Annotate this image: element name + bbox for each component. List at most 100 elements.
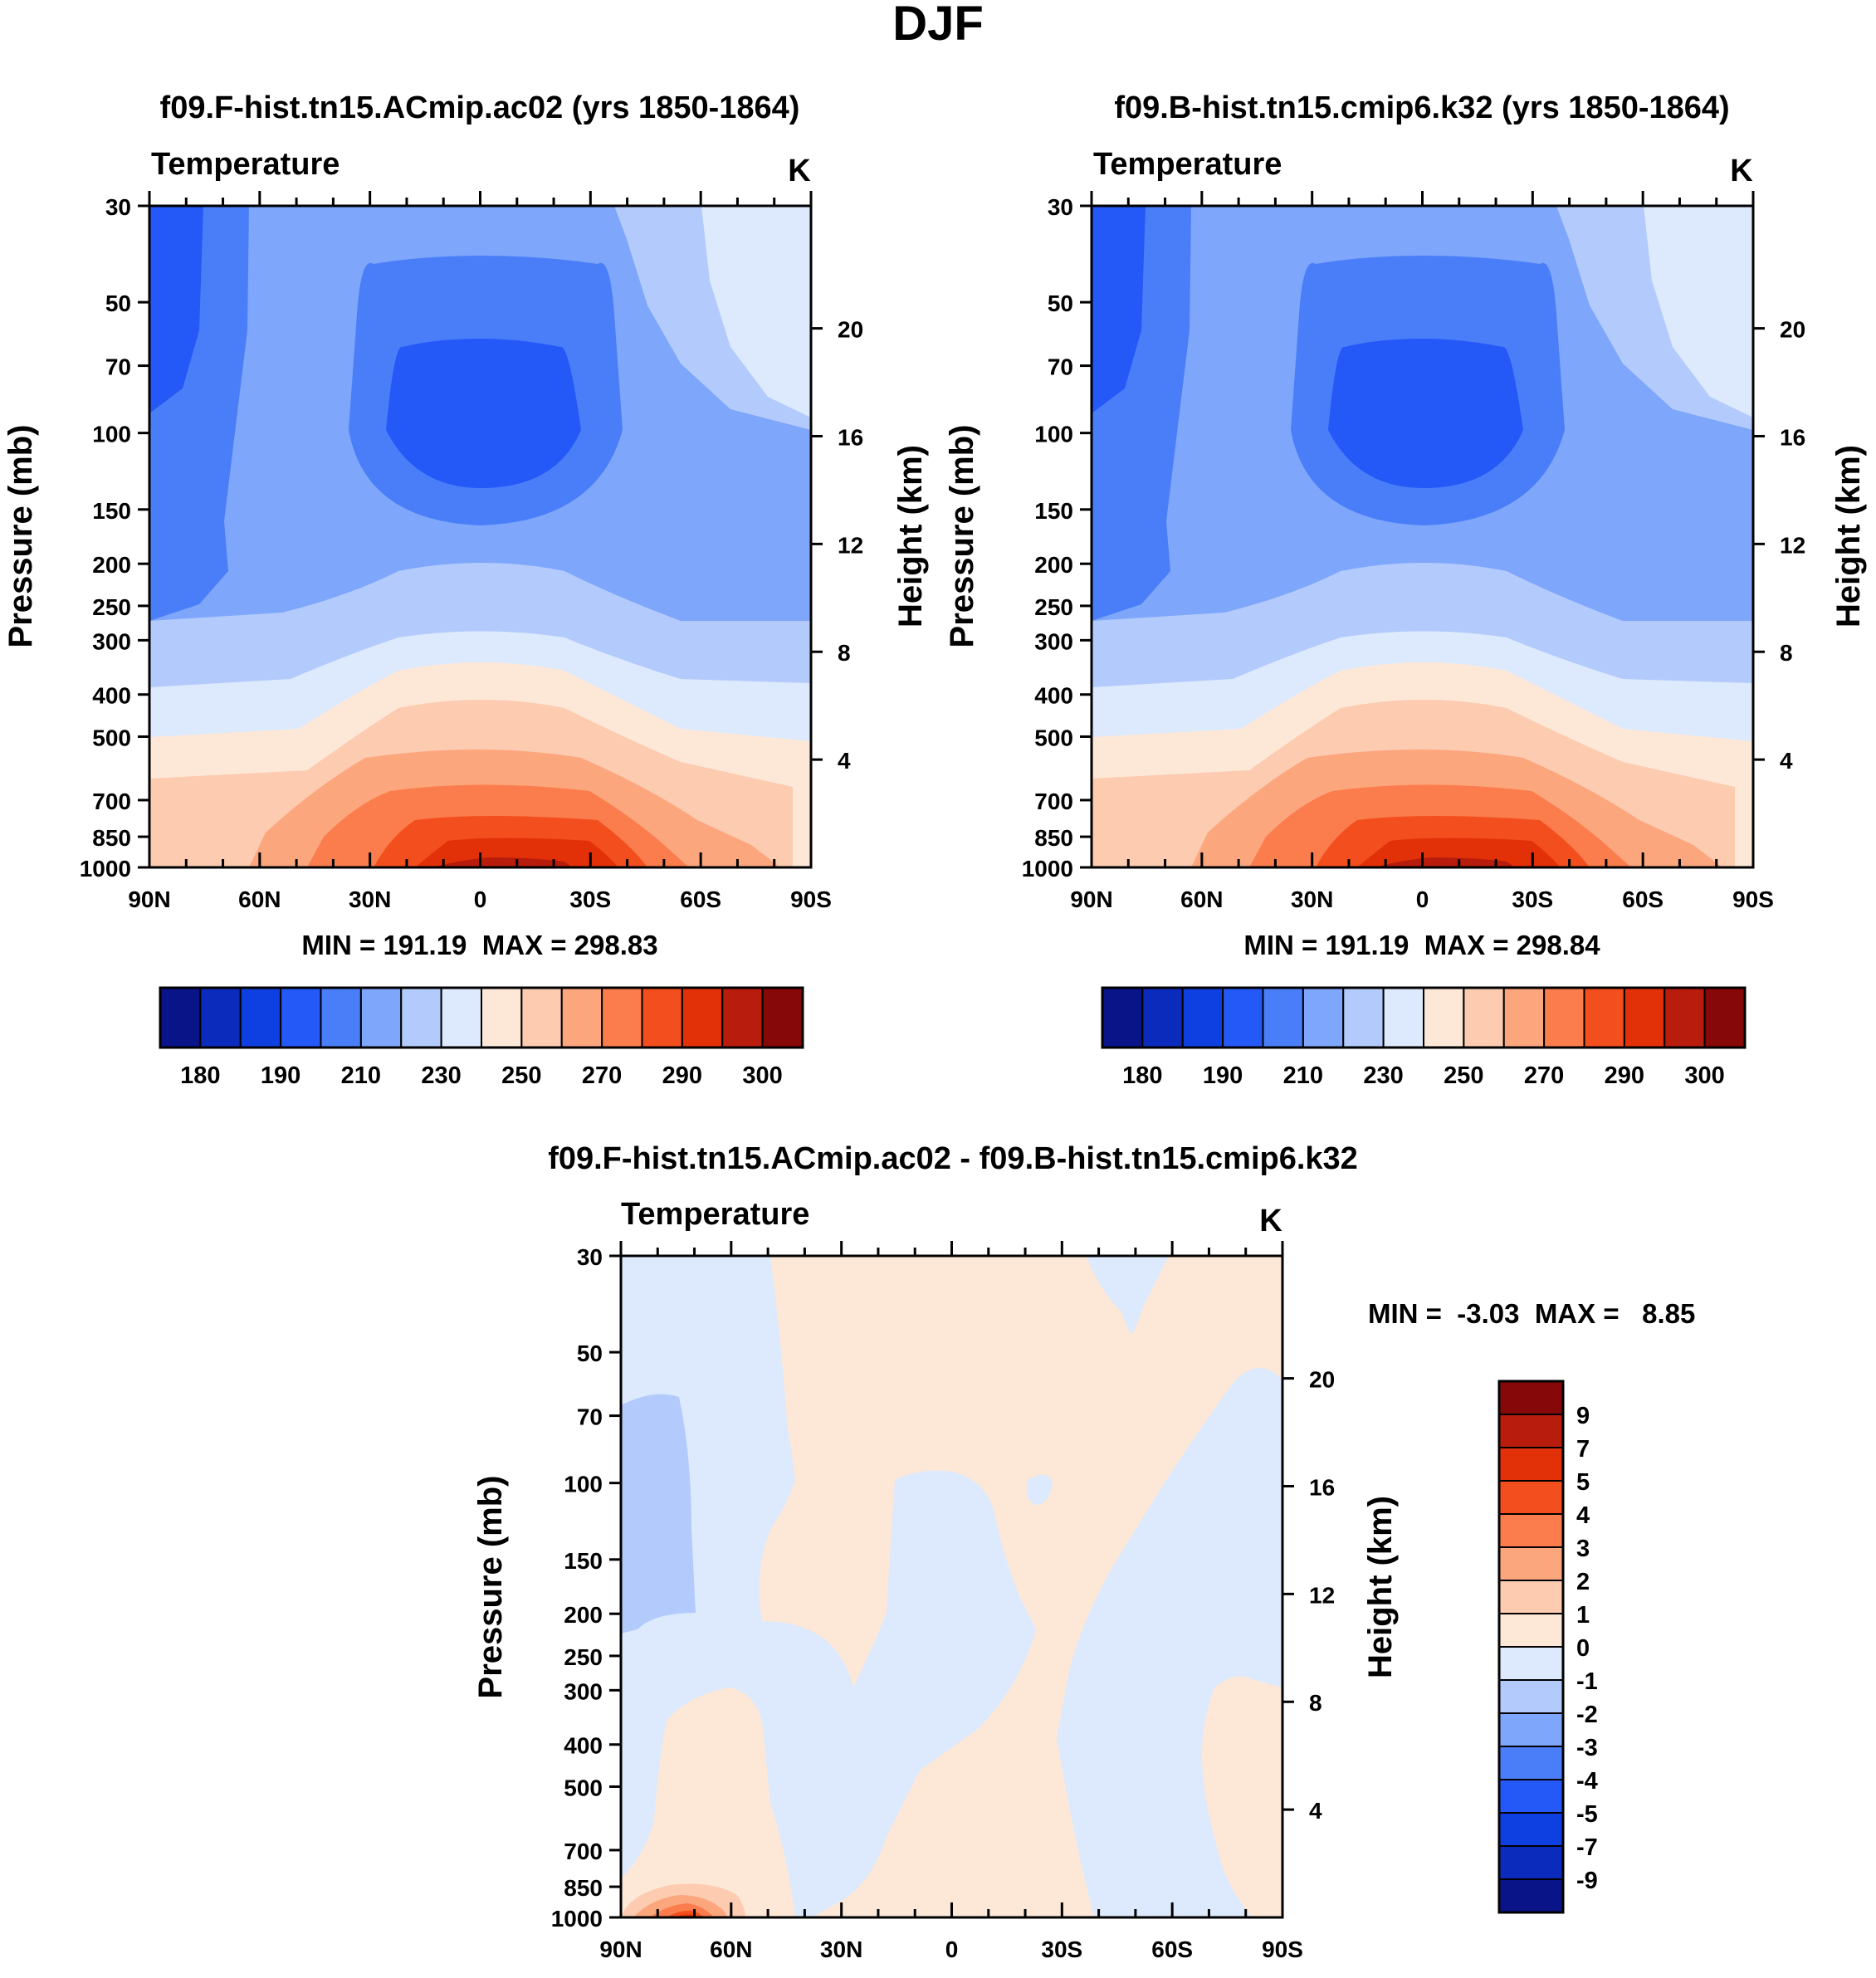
colorbar-swatch [1498,1414,1564,1448]
y-tick-label: 400 [92,683,131,709]
colorbar-swatch [560,987,603,1048]
y-tick-label: 50 [1048,291,1073,316]
y-tick-label: 150 [92,498,131,524]
colorbar-label: 250 [1444,1062,1483,1089]
colorbar-label: 270 [582,1062,622,1089]
colorbar-swatch [681,987,724,1048]
colorbar-swatch [1382,987,1424,1048]
y-tick-label: 200 [1034,552,1073,578]
colorbar-label: -4 [1576,1768,1598,1795]
y-tick-label: 700 [564,1839,603,1864]
x-tick-label: 30S [1512,886,1553,912]
y2-tick-label: 12 [1309,1582,1335,1608]
colorbar-swatch [1498,1546,1564,1581]
colorbar-swatch [1498,1878,1564,1913]
colorbar-swatch [400,987,442,1048]
panel-a-y-axis-label: Pressure (mb) [2,425,39,648]
panel-b-contour-field [1092,206,1753,867]
colorbar-swatch [1498,1845,1564,1880]
panel-c-stats: MIN = -3.03 MAX = 8.85 [1368,1298,1695,1329]
colorbar-swatch [601,987,643,1048]
y-tick-label: 300 [564,1678,603,1704]
panel-b-stats: MIN = 191.19 MAX = 298.84 [1243,930,1600,960]
colorbar-swatch [1181,987,1224,1048]
y-tick-label: 850 [564,1875,603,1901]
panel-c-y2-axis-label: Height (km) [1362,1496,1399,1678]
panel-a-stats: MIN = 191.19 MAX = 298.83 [301,930,657,960]
colorbar-label: 1 [1576,1602,1590,1629]
colorbar-label: 270 [1524,1062,1564,1089]
x-tick-label: 60N [238,886,281,912]
y2-tick-label: 8 [1780,640,1793,666]
y2-tick-label: 20 [1309,1367,1335,1393]
figure-title: DJF [892,0,984,51]
colorbar-swatch [1498,1513,1564,1548]
colorbar-label: 4 [1576,1502,1590,1529]
panel-a-units: K [788,154,811,188]
colorbar-swatch [1102,987,1144,1048]
colorbar-label: 190 [1203,1062,1243,1089]
y-tick-label: 850 [1034,825,1073,851]
y2-tick-label: 20 [1780,317,1805,343]
colorbar-swatch [1502,987,1546,1048]
colorbar-label: -5 [1576,1801,1598,1828]
y-tick-label: 400 [1034,683,1073,709]
colorbar-label: 9 [1576,1403,1590,1429]
colorbar-swatch [1342,987,1385,1048]
x-tick-label: 90S [1262,1936,1303,1962]
panel-c-y-ticks: 30 50 70 100 150 200 250 300 400 500 700 850 1000 [551,1244,621,1932]
colorbar-swatch [320,987,362,1048]
y-tick-label: 200 [92,552,131,578]
y-tick-label: 70 [1048,354,1073,380]
panel-b-x-ticks: 90N 60N 30N 0 30S 60S 90S [1070,191,1774,912]
x-tick-label: 60S [1622,886,1663,912]
colorbar-swatch [481,987,523,1048]
y2-tick-label: 4 [1309,1798,1322,1824]
panel-b-y-ticks: 30 50 70 100 150 200 250 300 400 500 700 850 1000 [1022,194,1092,882]
panel-b-units: K [1730,154,1753,188]
panel-b: f09.B-hist.tn15.cmip6.k32 (yrs 1850-1864… [944,90,1867,1089]
panel-a-colorbar: 180 190 210 230 250 270 290 300 [159,986,804,1089]
colorbar-swatch [1498,1480,1564,1515]
colorbar-frame [1101,986,1747,1049]
x-tick-label: 60S [1151,1936,1193,1962]
y-tick-label: 1000 [551,1906,603,1932]
x-tick-label: 90N [1070,886,1112,912]
x-tick-label: 30N [349,886,391,912]
colorbar-swatch [1498,1779,1564,1814]
y-tick-label: 250 [92,594,131,620]
panel-a-x-ticks: 90N 60N 30N 0 30S 60S 90S [128,191,832,912]
y-tick-label: 30 [577,1244,603,1270]
panel-b-y2-axis-label: Height (km) [1830,445,1867,628]
colorbar-label: -2 [1576,1702,1598,1728]
colorbar-label: 2 [1576,1569,1590,1595]
y-tick-label: 250 [564,1644,603,1670]
y-tick-label: 1000 [1022,856,1073,882]
colorbar-swatch [1583,987,1625,1048]
y-tick-label: 1000 [80,856,131,882]
y-tick-label: 50 [105,291,131,316]
y-tick-label: 50 [577,1341,603,1366]
colorbar-swatch [1463,987,1505,1048]
y-tick-label: 30 [105,194,131,220]
colorbar-label: 300 [1684,1062,1724,1089]
y-tick-label: 300 [1034,628,1073,654]
x-tick-label: 30S [1041,1936,1082,1962]
x-tick-label: 0 [945,1936,959,1962]
y-tick-label: 150 [1034,498,1073,524]
y-tick-label: 100 [1034,422,1073,447]
x-tick-label: 30N [1291,886,1333,912]
panel-a-y-ticks: 30 50 70 100 150 200 250 300 400 500 700 850 1000 [80,194,149,882]
y-tick-label: 500 [1034,725,1073,750]
y-tick-label: 500 [564,1775,603,1800]
colorbar-swatch [1498,1812,1564,1847]
colorbar-swatch [1302,987,1345,1048]
y-tick-label: 700 [1034,789,1073,814]
x-tick-label: 60S [680,886,721,912]
y-tick-label: 70 [577,1404,603,1430]
x-tick-label: 0 [474,886,487,912]
colorbar-label: 3 [1576,1536,1590,1562]
panel-b-title: f09.B-hist.tn15.cmip6.k32 (yrs 1850-1864… [1114,90,1729,125]
colorbar-label: -9 [1576,1868,1598,1894]
y-tick-label: 100 [92,422,131,447]
